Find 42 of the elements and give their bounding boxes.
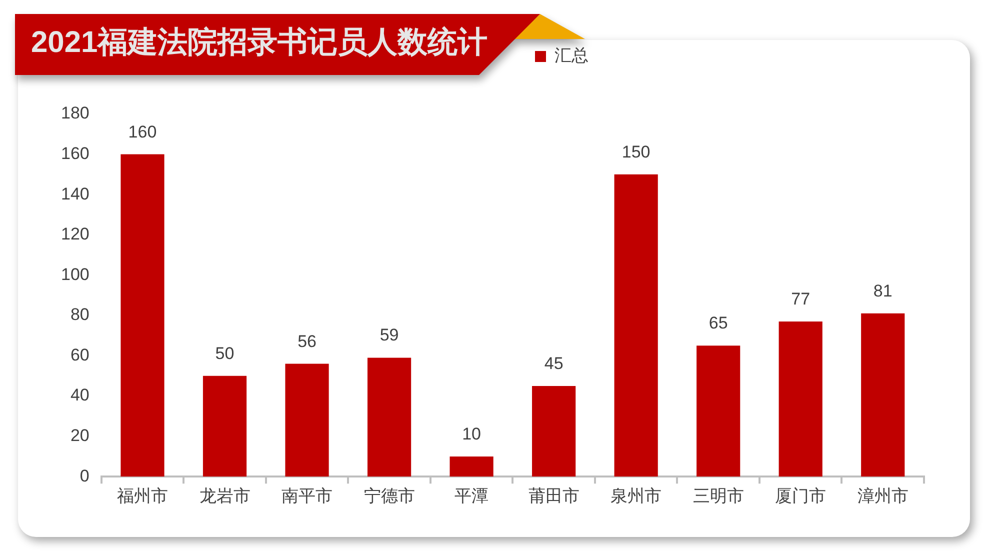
bar bbox=[367, 358, 412, 477]
data-label: 59 bbox=[380, 326, 399, 345]
y-tick-label: 180 bbox=[60, 104, 90, 123]
data-label: 65 bbox=[708, 314, 728, 333]
chart-title: 2021福建法院招录书记员人数统计 bbox=[31, 25, 488, 61]
y-tick-label: 140 bbox=[60, 184, 90, 204]
bar bbox=[120, 154, 164, 477]
x-tick-label: 泉州市 bbox=[610, 486, 662, 506]
data-label: 150 bbox=[622, 142, 650, 162]
x-tick-label: 厦门市 bbox=[775, 486, 826, 506]
data-label: 160 bbox=[128, 122, 157, 142]
y-tick-label: 80 bbox=[70, 305, 90, 324]
x-tick-label: 平潭 bbox=[454, 486, 489, 506]
y-tick-label: 40 bbox=[70, 386, 90, 405]
data-label: 81 bbox=[873, 281, 892, 300]
bar bbox=[696, 346, 740, 477]
y-tick-label: 120 bbox=[60, 224, 90, 244]
legend-label: 汇总 bbox=[554, 46, 588, 66]
data-label: 10 bbox=[462, 424, 482, 444]
y-tick-label: 60 bbox=[70, 345, 90, 364]
bar bbox=[202, 376, 247, 477]
y-tick-label: 160 bbox=[60, 144, 90, 163]
y-tick-label: 20 bbox=[70, 426, 90, 445]
bar bbox=[532, 386, 576, 477]
data-label: 50 bbox=[215, 344, 234, 363]
data-label: 45 bbox=[544, 354, 564, 373]
bar bbox=[285, 364, 329, 477]
y-tick-label: 100 bbox=[60, 264, 90, 284]
x-tick-label: 南平市 bbox=[282, 486, 333, 506]
x-tick-label: 莆田市 bbox=[528, 486, 580, 506]
data-label: 77 bbox=[791, 289, 810, 308]
y-tick-label: 0 bbox=[80, 466, 90, 486]
bar bbox=[861, 313, 905, 477]
bar bbox=[614, 174, 658, 477]
bar bbox=[450, 456, 494, 477]
bar bbox=[778, 321, 822, 477]
x-tick-label: 福州市 bbox=[116, 486, 168, 506]
x-tick-label: 漳州市 bbox=[857, 486, 908, 506]
data-label: 56 bbox=[298, 332, 316, 351]
x-tick-label: 三明市 bbox=[692, 486, 744, 506]
x-tick-label: 宁德市 bbox=[364, 486, 415, 506]
x-tick-label: 龙岩市 bbox=[199, 486, 250, 506]
